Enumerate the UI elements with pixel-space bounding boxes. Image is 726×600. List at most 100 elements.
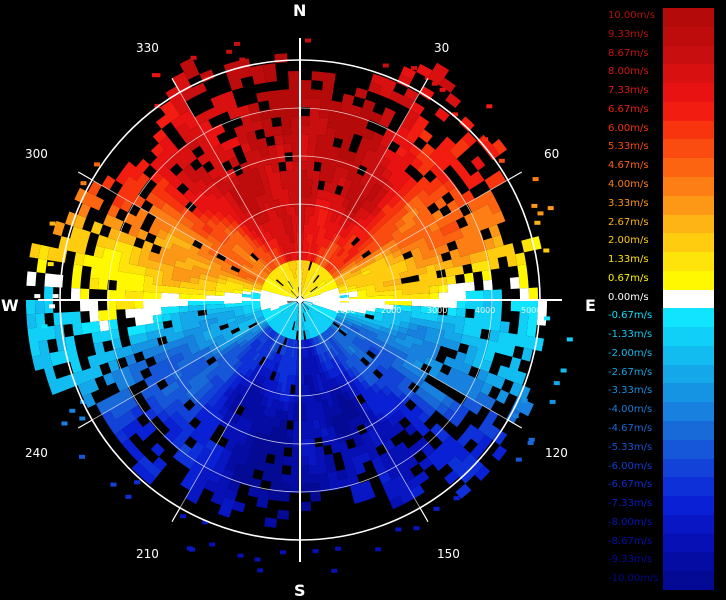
velocity-speckle (453, 496, 460, 501)
velocity-cell-group (29, 221, 518, 297)
legend-entry: -2.67m/s (608, 364, 714, 384)
range-label-1000: 1000 (335, 306, 356, 315)
range-grid (38, 38, 562, 562)
velocity-speckle (527, 440, 534, 445)
legend-swatch (663, 533, 714, 553)
velocity-cell-group (204, 347, 430, 513)
velocity-speckle (134, 480, 141, 485)
velocity-speckle (439, 87, 446, 92)
legend-swatch (663, 402, 714, 422)
legend-swatch (663, 139, 714, 159)
velocity-speckle (395, 527, 402, 532)
legend-label: 5.33m/s (608, 141, 649, 153)
azimuth-tick (171, 78, 181, 93)
azimuth-tick (171, 507, 181, 522)
legend-label: 3.33m/s (608, 197, 649, 209)
legend-entry: 10.00m/s (608, 8, 714, 28)
legend-label: -4.67m/s (608, 423, 653, 435)
azimuth-spoke (299, 91, 421, 301)
velocity-speckle (49, 304, 55, 309)
azimuth-tick (78, 171, 93, 181)
legend-label: 2.67m/s (608, 216, 649, 228)
legend-label: -4.00m/s (608, 404, 653, 416)
velocity-speckle (486, 104, 493, 109)
velocity-speckle (549, 399, 556, 404)
azimuth-tick (78, 419, 93, 429)
azimuth-spoke (299, 179, 509, 301)
legend-swatch (663, 252, 714, 272)
velocity-speckle (537, 211, 544, 216)
south-label: S (294, 581, 306, 600)
azimuth-spoke (91, 299, 301, 421)
legend-label: -1.33m/s (608, 329, 653, 341)
velocity-cell-group (101, 129, 508, 272)
velocity-cell-group (225, 375, 370, 528)
velocity-speckle (254, 557, 261, 562)
velocity-cell-group (109, 325, 483, 420)
legend-entry: 0.00m/s (608, 289, 714, 309)
velocity-cell-group (149, 63, 486, 263)
velocity-speckle (280, 550, 286, 555)
legend-label: -5.33m/s (608, 441, 653, 453)
velocity-speckle (52, 294, 59, 299)
legend-entry: 2.00m/s (608, 233, 714, 253)
legend-label: -6.00m/s (608, 460, 653, 472)
legend-swatch (663, 327, 714, 347)
velocity-color-legend: 10.00m/s 9.33m/s 8.67m/s 8.00m/s 7.33m/s 6.67… (608, 8, 714, 591)
legend-swatch (663, 83, 714, 103)
velocity-speckle (34, 294, 41, 299)
azimuth-tick (419, 78, 429, 93)
legend-label: 7.33m/s (608, 85, 649, 97)
azimuth-label-60: 60 (544, 147, 560, 161)
legend-swatch (663, 45, 714, 65)
legend-swatch (663, 364, 714, 384)
legend-entry: -7.33m/s (608, 496, 714, 516)
velocity-speckle (50, 249, 56, 254)
legend-entry: -4.00m/s (608, 402, 714, 422)
velocity-cell-group (179, 57, 384, 219)
velocity-speckle (49, 221, 56, 226)
velocity-speckle (69, 408, 76, 413)
legend-entry: -0.67m/s (608, 308, 714, 328)
legend-swatch (663, 383, 714, 403)
range-label-2000: 2000 (381, 306, 402, 315)
legend-swatch (663, 120, 714, 140)
azimuth-label-330: 330 (136, 41, 159, 55)
north-label: N (293, 1, 307, 20)
velocity-speckle (239, 57, 246, 62)
azimuth-spoke (179, 299, 301, 509)
legend-label: 8.00m/s (608, 66, 649, 78)
velocity-speckle (125, 494, 132, 499)
radar-center-marker (297, 297, 303, 303)
velocity-speckle (110, 482, 117, 487)
legend-entry: -1.33m/s (608, 327, 714, 347)
azimuth-spoke (299, 299, 509, 421)
legend-label: 1.33m/s (608, 254, 649, 266)
velocity-speckle (180, 514, 187, 519)
velocity-cell-group (163, 62, 462, 263)
radar-velocity-display (26, 38, 573, 573)
legend-entry: 1.33m/s (608, 252, 714, 272)
azimuth-label-240: 240 (25, 446, 48, 460)
velocity-cell-group (181, 77, 456, 243)
velocity-speckle (190, 55, 197, 60)
legend-swatch (663, 289, 714, 309)
legend-swatch (663, 421, 714, 441)
legend-entry: -10.00m/s (608, 571, 714, 591)
velocity-speckle (413, 526, 420, 531)
velocity-cells (26, 38, 573, 573)
legend-swatch (663, 101, 714, 122)
range-label-5000: 5000 (521, 306, 542, 315)
azimuth-spoke (179, 91, 301, 301)
legend-label: 0.67m/s (608, 272, 649, 284)
velocity-speckle (553, 381, 560, 386)
legend-swatch (663, 514, 714, 535)
legend-entry: -2.00m/s (608, 345, 714, 366)
legend-swatch (663, 477, 714, 497)
azimuth-label-30: 30 (434, 41, 450, 55)
velocity-speckle (47, 262, 54, 267)
legend-entry: 3.33m/s (608, 195, 714, 215)
east-label: E (585, 296, 596, 315)
legend-label: 0.00m/s (608, 291, 649, 303)
velocity-speckle (61, 421, 68, 426)
